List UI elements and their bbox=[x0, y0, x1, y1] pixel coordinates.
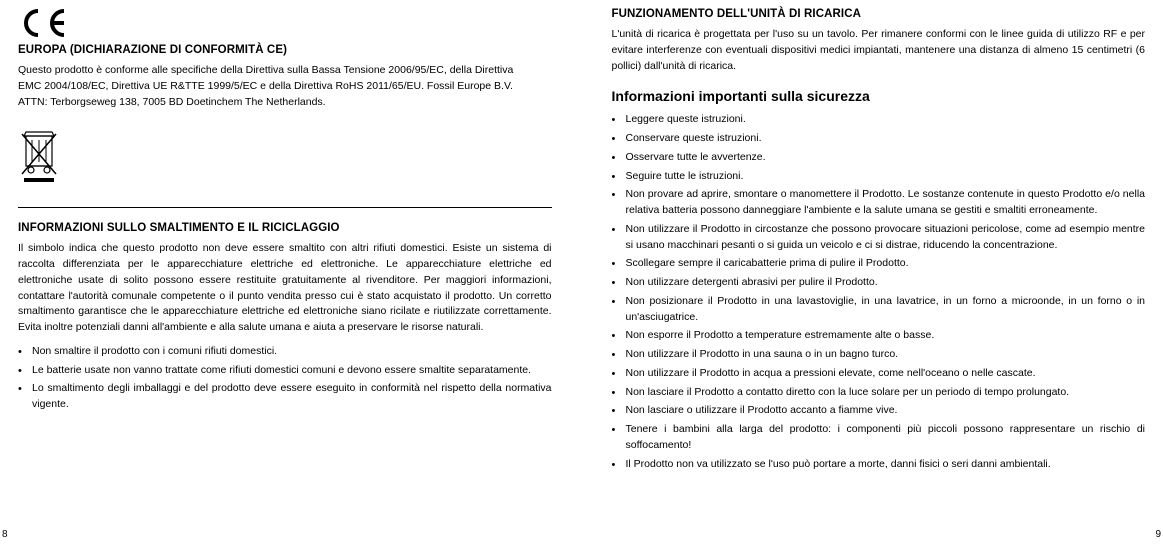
list-item: Il Prodotto non va utilizzato se l'uso p… bbox=[612, 457, 1146, 473]
list-item: Scollegare sempre il caricabatterie prim… bbox=[612, 256, 1146, 272]
list-item: Non provare ad aprire, smontare o manome… bbox=[612, 187, 1146, 219]
ce-mark-icon bbox=[18, 8, 552, 38]
list-item: Non lasciare o utilizzare il Prodotto ac… bbox=[612, 403, 1146, 419]
ce-body-text: Questo prodotto è conforme alle specific… bbox=[18, 63, 518, 110]
list-item: Non smaltire il prodotto con i comuni ri… bbox=[18, 344, 552, 360]
safety-heading: Informazioni importanti sulla sicurezza bbox=[612, 88, 1146, 104]
list-item: Non posizionare il Prodotto in una lavas… bbox=[612, 294, 1146, 326]
page-number-right: 9 bbox=[1155, 529, 1161, 540]
page-spread: EUROPA (DICHIARAZIONE DI CONFORMITÀ CE) … bbox=[0, 0, 1163, 544]
list-item: Tenere i bambini alla larga del prodotto… bbox=[612, 422, 1146, 454]
list-item: Non utilizzare il Prodotto in una sauna … bbox=[612, 347, 1146, 363]
list-item: Non lasciare il Prodotto a contatto dire… bbox=[612, 385, 1146, 401]
safety-bullet-list: Leggere queste istruzioni. Conservare que… bbox=[612, 112, 1146, 472]
right-page: FUNZIONAMENTO DELL'UNITÀ DI RICARICA L'u… bbox=[582, 0, 1163, 544]
recycle-bullet-list: Non smaltire il prodotto con i comuni ri… bbox=[18, 344, 552, 413]
list-item: Conservare queste istruzioni. bbox=[612, 131, 1146, 147]
left-page: EUROPA (DICHIARAZIONE DI CONFORMITÀ CE) … bbox=[0, 0, 582, 544]
list-item: Non esporre il Prodotto a temperature es… bbox=[612, 328, 1146, 344]
ce-heading: EUROPA (DICHIARAZIONE DI CONFORMITÀ CE) bbox=[18, 44, 552, 56]
separator-line bbox=[18, 207, 552, 208]
list-item: Non utilizzare detergenti abrasivi per p… bbox=[612, 275, 1146, 291]
list-item: Non utilizzare il Prodotto in circostanz… bbox=[612, 222, 1146, 254]
weee-bin-icon bbox=[18, 128, 552, 189]
list-item: Leggere queste istruzioni. bbox=[612, 112, 1146, 128]
list-item: Seguire tutte le istruzioni. bbox=[612, 169, 1146, 185]
page-number-left: 8 bbox=[2, 529, 8, 540]
list-item: Le batterie usate non vanno trattate com… bbox=[18, 363, 552, 379]
list-item: Non utilizzare il Prodotto in acqua a pr… bbox=[612, 366, 1146, 382]
list-item: Osservare tutte le avvertenze. bbox=[612, 150, 1146, 166]
unit-heading: FUNZIONAMENTO DELL'UNITÀ DI RICARICA bbox=[612, 8, 1146, 20]
recycle-heading: INFORMAZIONI SULLO SMALTIMENTO E IL RICI… bbox=[18, 222, 552, 234]
list-item: Lo smaltimento degli imballaggi e del pr… bbox=[18, 381, 552, 413]
recycle-body-text: Il simbolo indica che questo prodotto no… bbox=[18, 241, 552, 336]
unit-body-text: L'unità di ricarica è progettata per l'u… bbox=[612, 27, 1146, 74]
